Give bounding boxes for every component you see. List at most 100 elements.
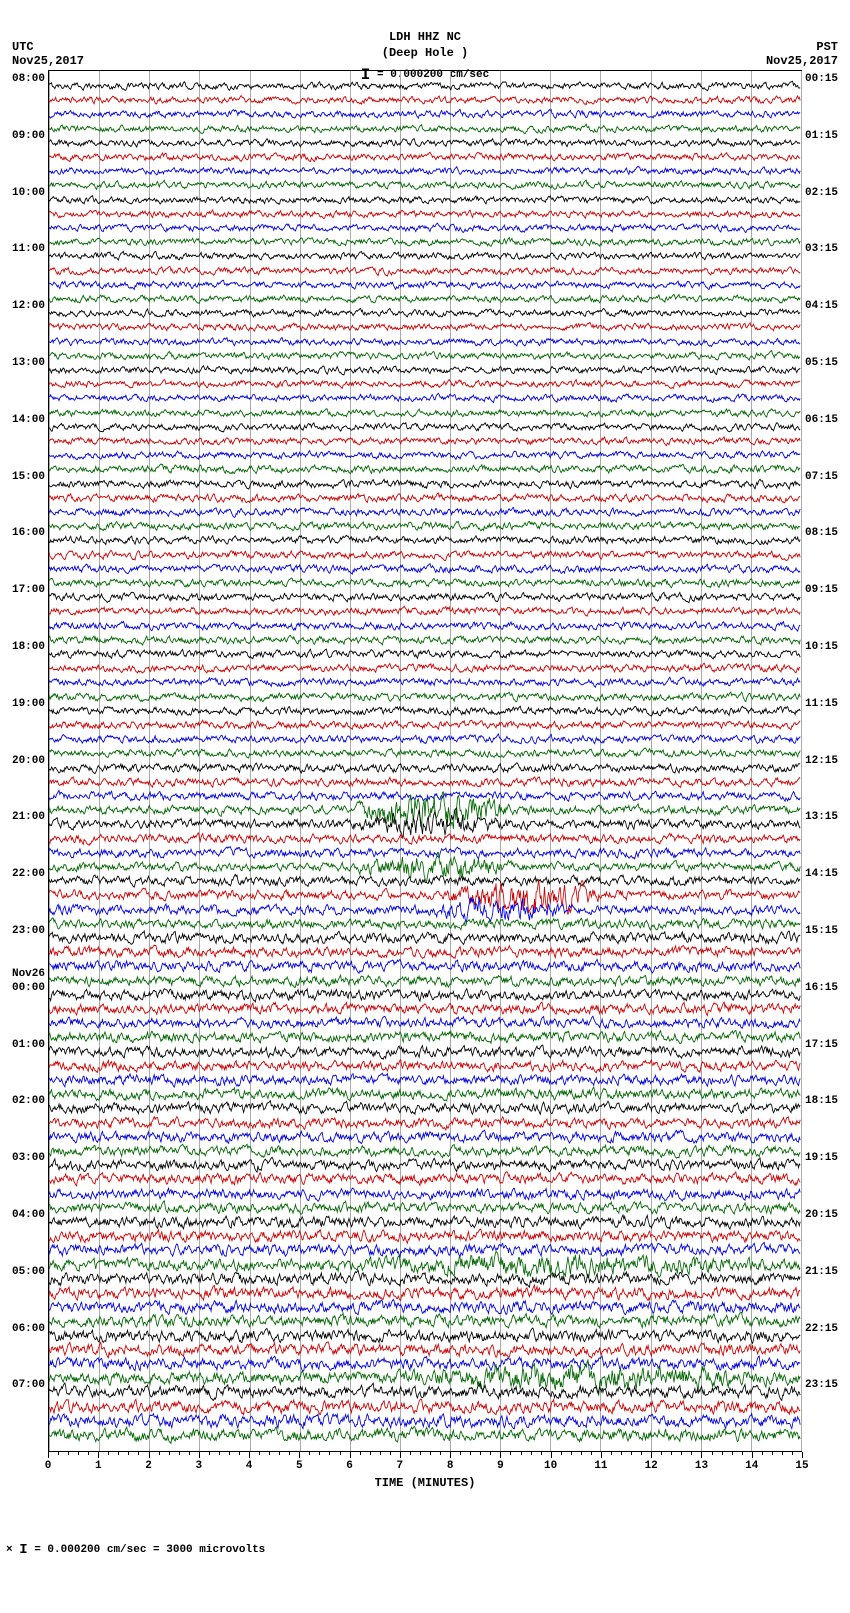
x-tick-minor (410, 1452, 411, 1455)
pst-time-label: 18:15 (801, 1095, 838, 1107)
pst-time-label: 11:15 (801, 698, 838, 710)
seismogram-container: UTC Nov25,2017 LDH HHZ NC (Deep Hole ) I… (0, 0, 850, 1558)
x-tick-label: 2 (145, 1460, 152, 1472)
pst-time-label: 06:15 (801, 414, 838, 426)
x-tick-minor (661, 1452, 662, 1455)
x-tick-major (48, 1452, 49, 1458)
utc-time-label: 06:00 (12, 1323, 49, 1335)
x-tick-minor (239, 1452, 240, 1455)
utc-time-label: 22:00 (12, 868, 49, 880)
x-tick-minor (531, 1452, 532, 1455)
x-tick-major (601, 1452, 602, 1458)
x-tick-label: 7 (397, 1460, 404, 1472)
pst-time-label: 23:15 (801, 1379, 838, 1391)
x-tick-minor (792, 1452, 793, 1455)
utc-time-label: 00:00 (12, 982, 49, 994)
x-tick-minor (490, 1452, 491, 1455)
x-tick-minor (732, 1452, 733, 1455)
x-tick-minor (209, 1452, 210, 1455)
header: UTC Nov25,2017 LDH HHZ NC (Deep Hole ) I… (0, 0, 850, 70)
x-tick-label: 3 (195, 1460, 202, 1472)
pst-time-label: 14:15 (801, 868, 838, 880)
pst-date: Nov25,2017 (766, 54, 838, 68)
x-tick-minor (269, 1452, 270, 1455)
x-tick-minor (430, 1452, 431, 1455)
x-tick-major (249, 1452, 250, 1458)
utc-time-label: 20:00 (12, 755, 49, 767)
x-tick-label: 11 (594, 1460, 607, 1472)
x-axis: TIME (MINUTES) 0123456789101112131415 (48, 1452, 802, 1502)
utc-time-label: 11:00 (12, 243, 49, 255)
pst-time-label: 03:15 (801, 243, 838, 255)
pst-time-label: 17:15 (801, 1039, 838, 1051)
utc-time-label: 12:00 (12, 300, 49, 312)
pst-time-label: 15:15 (801, 925, 838, 937)
x-tick-minor (460, 1452, 461, 1455)
x-tick-major (149, 1452, 150, 1458)
x-tick-minor (611, 1452, 612, 1455)
x-tick-label: 0 (45, 1460, 52, 1472)
x-tick-minor (169, 1452, 170, 1455)
trace-row (49, 1428, 801, 1442)
pst-time-label: 13:15 (801, 811, 838, 823)
x-tick-label: 12 (645, 1460, 658, 1472)
x-tick-minor (128, 1452, 129, 1455)
x-tick-minor (762, 1452, 763, 1455)
pst-time-label: 08:15 (801, 527, 838, 539)
plot-area: 08:0000:1509:0001:1510:0002:1511:0003:15… (48, 70, 802, 1452)
utc-time-label: 23:00 (12, 925, 49, 937)
pst-time-label: 21:15 (801, 1266, 838, 1278)
x-tick-minor (380, 1452, 381, 1455)
x-tick-major (500, 1452, 501, 1458)
x-tick-label: 6 (346, 1460, 353, 1472)
x-tick-minor (289, 1452, 290, 1455)
utc-time-label: 07:00 (12, 1379, 49, 1391)
x-tick-minor (541, 1452, 542, 1455)
station-name: (Deep Hole ) (0, 46, 850, 62)
utc-time-label: 13:00 (12, 357, 49, 369)
x-tick-minor (681, 1452, 682, 1455)
x-tick-major (701, 1452, 702, 1458)
x-tick-minor (722, 1452, 723, 1455)
x-tick-minor (510, 1452, 511, 1455)
x-tick-minor (138, 1452, 139, 1455)
pst-time-label: 09:15 (801, 584, 838, 596)
pst-time-label: 07:15 (801, 471, 838, 483)
utc-time-label: 18:00 (12, 641, 49, 653)
pst-time-label: 01:15 (801, 130, 838, 142)
pst-time-label: 04:15 (801, 300, 838, 312)
trace-waveform (49, 1418, 801, 1452)
x-tick-label: 9 (497, 1460, 504, 1472)
x-tick-minor (621, 1452, 622, 1455)
x-tick-label: 1 (95, 1460, 102, 1472)
utc-time-label: 16:00 (12, 527, 49, 539)
x-tick-minor (742, 1452, 743, 1455)
utc-time-label: 02:00 (12, 1095, 49, 1107)
pst-time-label: 10:15 (801, 641, 838, 653)
utc-time-label: 04:00 (12, 1209, 49, 1221)
x-tick-minor (179, 1452, 180, 1455)
x-tick-minor (279, 1452, 280, 1455)
x-tick-minor (591, 1452, 592, 1455)
pst-time-label: 22:15 (801, 1323, 838, 1335)
x-tick-minor (712, 1452, 713, 1455)
x-tick-minor (88, 1452, 89, 1455)
x-tick-label: 4 (246, 1460, 253, 1472)
x-tick-label: 13 (695, 1460, 708, 1472)
x-tick-minor (159, 1452, 160, 1455)
utc-time-label: 15:00 (12, 471, 49, 483)
x-tick-minor (309, 1452, 310, 1455)
pst-time-label: 00:15 (801, 73, 838, 85)
pst-time-label: 16:15 (801, 982, 838, 994)
pst-time-label: 02:15 (801, 187, 838, 199)
utc-time-label: 10:00 (12, 187, 49, 199)
x-tick-minor (390, 1452, 391, 1455)
x-tick-minor (229, 1452, 230, 1455)
footer-prefix: × (6, 1544, 13, 1556)
pst-time-label: 20:15 (801, 1209, 838, 1221)
x-tick-major (450, 1452, 451, 1458)
x-tick-minor (671, 1452, 672, 1455)
x-tick-minor (118, 1452, 119, 1455)
x-tick-minor (420, 1452, 421, 1455)
x-tick-minor (521, 1452, 522, 1455)
